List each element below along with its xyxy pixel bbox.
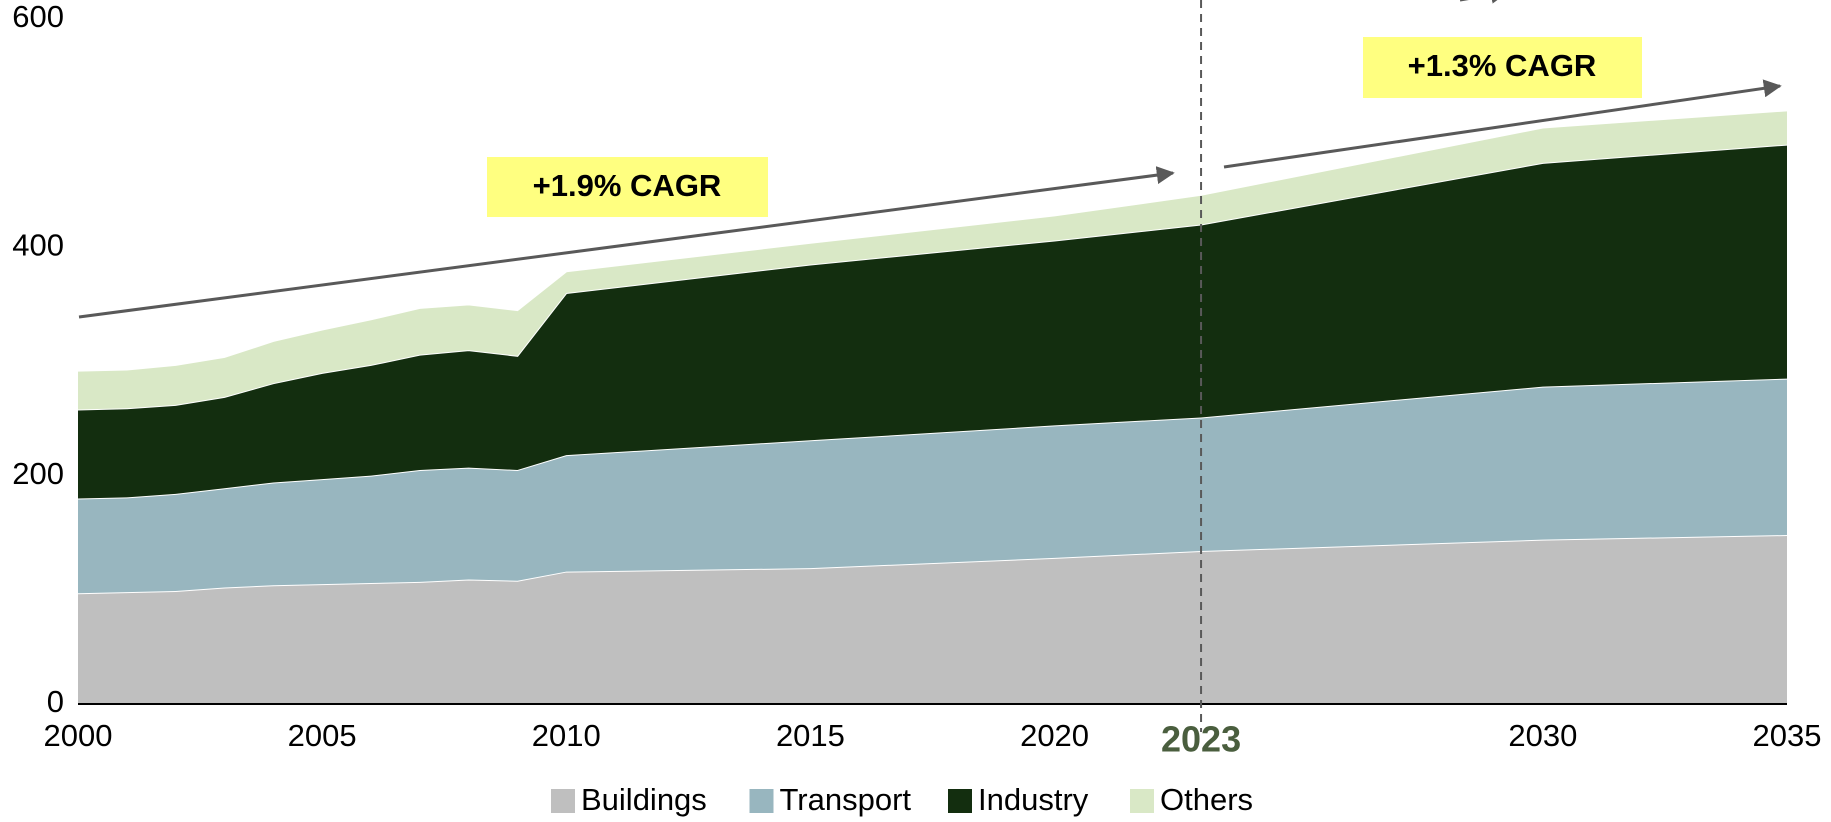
y-tick-label: 200 (12, 456, 64, 491)
y-tick-label: 600 (12, 0, 64, 34)
legend-swatch (551, 789, 575, 813)
annotation-box (487, 157, 768, 217)
x-tick-label: 2000 (44, 718, 113, 753)
y-tick-label: 0 (47, 684, 64, 719)
legend-swatch (1130, 789, 1154, 813)
y-tick-label: 400 (12, 228, 64, 263)
legend-label: Transport (780, 782, 912, 817)
areas (77, 109, 1788, 704)
x-tick-label: 2010 (532, 718, 601, 753)
area (78, 378, 1787, 594)
x-tick-label: 2020 (1020, 718, 1089, 753)
legend-label: Buildings (581, 782, 707, 817)
annotation: +1.3% CAGR (1408, 48, 1597, 83)
x-tick-label: 2035 (1753, 718, 1822, 753)
arrow (1223, 79, 1782, 169)
area (78, 144, 1787, 499)
legend-swatch (948, 789, 972, 813)
legend-label: Others (1160, 782, 1253, 817)
x-tick-label: 2023 (1161, 719, 1241, 760)
area-edge (77, 534, 1788, 595)
x-tick-label: 2015 (776, 718, 845, 753)
annotation: +1.9% CAGR (533, 168, 722, 203)
legend-swatch (749, 789, 774, 813)
x-tick-label: 2005 (288, 718, 357, 753)
area-edge (77, 109, 1788, 372)
annotation-box (1363, 37, 1642, 98)
arrow (78, 166, 1175, 319)
area (78, 535, 1787, 704)
legend-label: Industry (978, 782, 1089, 817)
x-tick-label: 2030 (1508, 718, 1577, 753)
area (78, 110, 1787, 410)
